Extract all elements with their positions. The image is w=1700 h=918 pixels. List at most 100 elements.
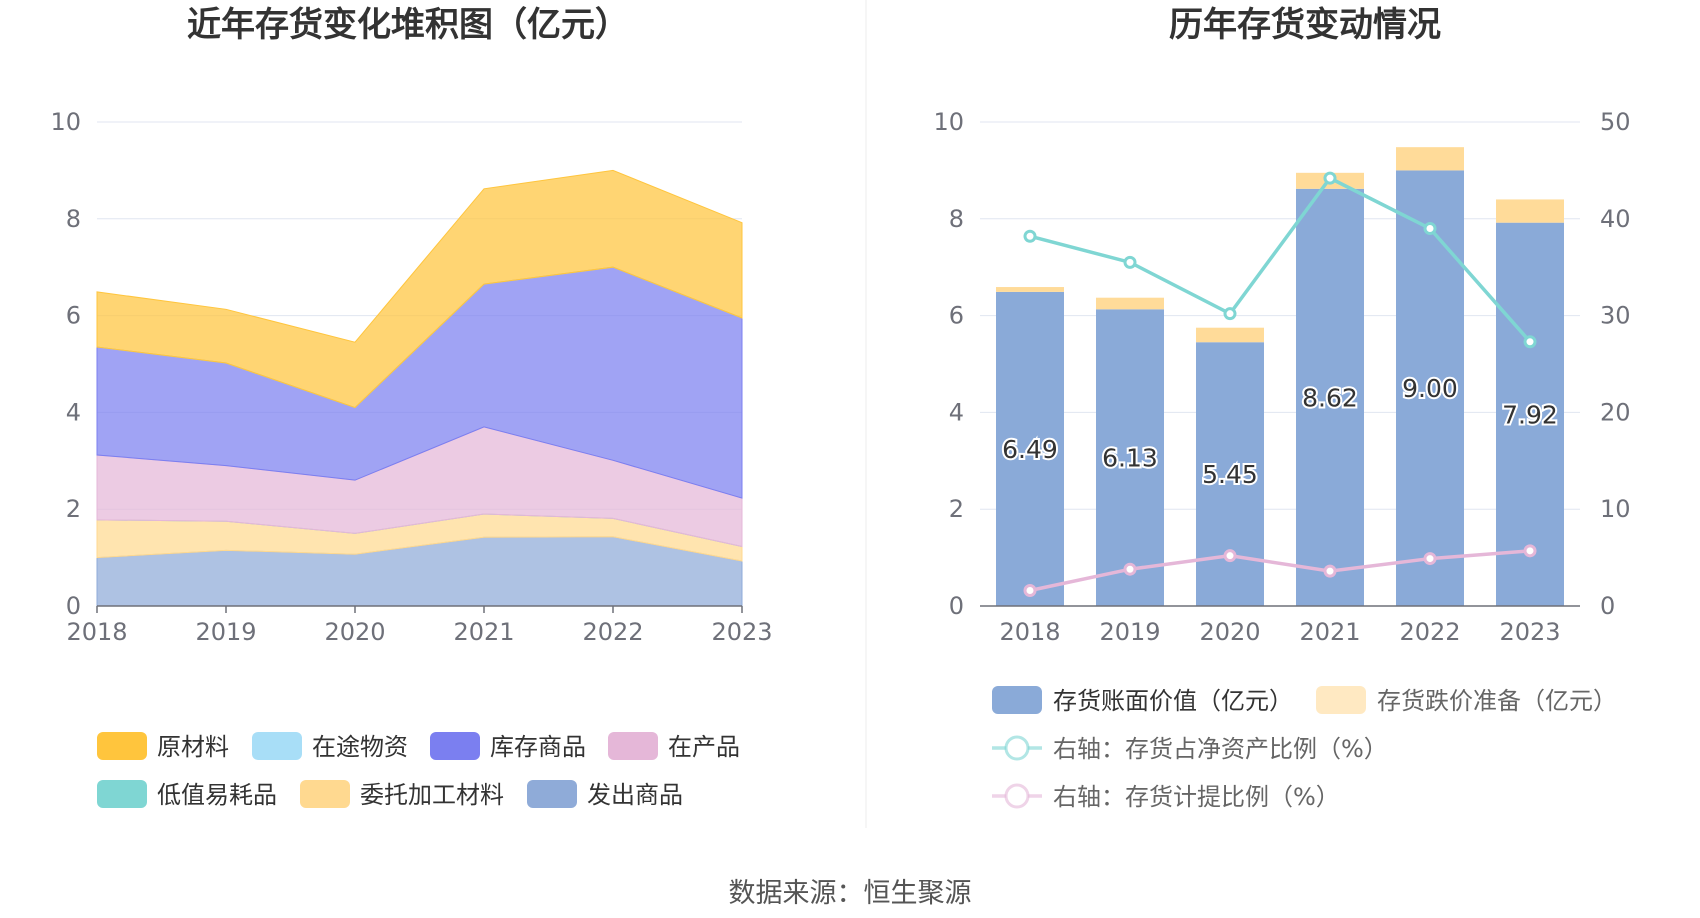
left-legend-swatch [252, 732, 302, 760]
right-x-tick-label: 2023 [1499, 618, 1560, 646]
bar-impairment[interactable] [1096, 297, 1164, 310]
right-legend-item[interactable]: 右轴：存货占净资产比例（%） [992, 735, 1388, 763]
line-ratio[interactable] [1029, 175, 1532, 343]
bar-impairment[interactable] [1496, 199, 1564, 223]
left-x-tick-label: 2023 [711, 618, 772, 646]
left-legend-label: 在产品 [668, 733, 740, 761]
left-legend-swatch [300, 780, 350, 808]
right-y-tick-label: 4 [949, 398, 964, 426]
left-legend-label: 库存商品 [490, 733, 586, 761]
left-legend-label: 在途物资 [312, 733, 408, 761]
point-ratio[interactable] [1323, 171, 1337, 185]
right-y2-tick-label: 20 [1600, 398, 1631, 426]
right-gridlines: 0 2 4 6 8 10 0 10 20 30 40 50 [933, 108, 1630, 620]
bar-impairment[interactable] [1196, 327, 1264, 343]
left-legend-item[interactable]: 发出商品 [527, 780, 683, 809]
point-ratio[interactable] [1223, 307, 1237, 321]
right-legend-item[interactable]: 存货账面价值（亿元） [992, 686, 1293, 715]
right-y-tick-label: 6 [949, 302, 964, 330]
bar-book_value[interactable] [1096, 309, 1164, 606]
point-ratio[interactable] [1123, 255, 1137, 269]
point-ratio[interactable] [1523, 335, 1537, 349]
bar-impairment[interactable] [1396, 147, 1464, 171]
point-provision[interactable] [1523, 544, 1537, 558]
right-legend-swatch [992, 686, 1042, 714]
point-provision[interactable] [1123, 562, 1137, 576]
right-line-series [1023, 171, 1537, 598]
right-chart-title: 历年存货变动情况 [1169, 5, 1441, 45]
right-y-tick-label: 10 [933, 108, 964, 136]
bar-value-label: 9.00 [1402, 374, 1458, 403]
left-y-tick-label: 2 [66, 495, 81, 523]
right-legend-marker [1004, 783, 1030, 809]
right-legend-item[interactable]: 右轴：存货计提比例（%） [992, 783, 1340, 811]
left-y-tick-label: 10 [50, 108, 81, 136]
left-legend-swatch [608, 732, 658, 760]
data-source-footer: 数据来源：恒生聚源 [729, 878, 972, 909]
left-legend-swatch [527, 780, 577, 808]
left-y-tick-label: 8 [66, 205, 81, 233]
right-legend-label: 存货账面价值（亿元） [1053, 687, 1293, 715]
point-provision[interactable] [1023, 584, 1037, 598]
right-y-tick-label: 8 [949, 205, 964, 233]
right-y2-tick-label: 30 [1600, 302, 1631, 330]
right-x-tick-label: 2020 [1199, 618, 1260, 646]
point-provision[interactable] [1423, 552, 1437, 566]
left-legend-label: 原材料 [157, 733, 229, 761]
left-y-tick-label: 4 [66, 398, 81, 426]
left-x-tick-label: 2022 [582, 618, 643, 646]
left-y-tick-label: 0 [66, 592, 81, 620]
right-legend-item[interactable]: 存货跌价准备（亿元） [1316, 686, 1617, 715]
left-x-tick-label: 2019 [195, 618, 256, 646]
bar-book_value[interactable] [1496, 222, 1564, 606]
right-legend-label: 右轴：存货占净资产比例（%） [1053, 735, 1388, 763]
line-provision[interactable] [1029, 549, 1531, 593]
point-provision[interactable] [1323, 564, 1337, 578]
bar-value-label: 7.92 [1502, 400, 1558, 429]
point-ratio[interactable] [1023, 229, 1037, 243]
right-y2-tick-label: 50 [1600, 108, 1631, 136]
bar-book_value[interactable] [1296, 188, 1364, 607]
bar-value-label: 5.45 [1202, 460, 1258, 489]
right-legend-marker [1004, 735, 1030, 761]
left-legend-item[interactable]: 在途物资 [252, 732, 408, 761]
bar-book_value[interactable] [996, 291, 1064, 606]
left-legend-label: 发出商品 [587, 781, 683, 809]
bar-line-combo-chart: 历年存货变动情况 0 2 4 6 8 10 0 10 20 30 40 50 6.49 6.13 5.45… [933, 5, 1630, 811]
left-x-tick-label: 2021 [453, 618, 514, 646]
right-legend[interactable]: 存货账面价值（亿元） 存货跌价准备（亿元） 右轴：存货占净资产比例（%） 右轴：存货计… [992, 686, 1617, 811]
area-raw_material[interactable] [96, 169, 743, 409]
point-ratio[interactable] [1423, 221, 1437, 235]
right-y-tick-label: 2 [949, 495, 964, 523]
left-legend-swatch [430, 732, 480, 760]
left-area-series [96, 169, 743, 607]
right-y2-tick-label: 40 [1600, 205, 1631, 233]
right-x-tick-label: 2021 [1299, 618, 1360, 646]
point-provision[interactable] [1223, 549, 1237, 563]
right-x-tick-label: 2019 [1099, 618, 1160, 646]
right-legend-label: 存货跌价准备（亿元） [1377, 687, 1617, 715]
left-legend-item[interactable]: 低值易耗品 [97, 780, 277, 809]
right-x-tick-label: 2018 [999, 618, 1060, 646]
left-chart-title: 近年存货变化堆积图（亿元） [187, 5, 629, 45]
left-x-tick-label: 2018 [66, 618, 127, 646]
right-axes: 2018 2019 2020 2021 2022 2023 [980, 605, 1580, 646]
right-x-tick-label: 2022 [1399, 618, 1460, 646]
left-legend-item[interactable]: 库存商品 [430, 732, 586, 761]
left-legend-item[interactable]: 在产品 [608, 732, 740, 761]
left-x-tick-label: 2020 [324, 618, 385, 646]
left-axes: 2018 2019 2020 2021 2022 2023 [66, 605, 773, 646]
left-legend-item[interactable]: 委托加工材料 [300, 780, 504, 809]
left-legend-label: 低值易耗品 [157, 781, 277, 809]
left-legend-item[interactable]: 原材料 [97, 732, 229, 761]
right-legend-label: 右轴：存货计提比例（%） [1053, 783, 1340, 811]
right-bar-series [996, 147, 1564, 607]
bar-impairment[interactable] [996, 287, 1064, 292]
right-bar-labels: 6.49 6.13 5.45 8.62 9.00 7.92 [1000, 372, 1560, 491]
bar-value-label: 6.13 [1102, 444, 1158, 473]
left-y-tick-label: 6 [66, 302, 81, 330]
bar-book_value[interactable] [1396, 170, 1464, 606]
